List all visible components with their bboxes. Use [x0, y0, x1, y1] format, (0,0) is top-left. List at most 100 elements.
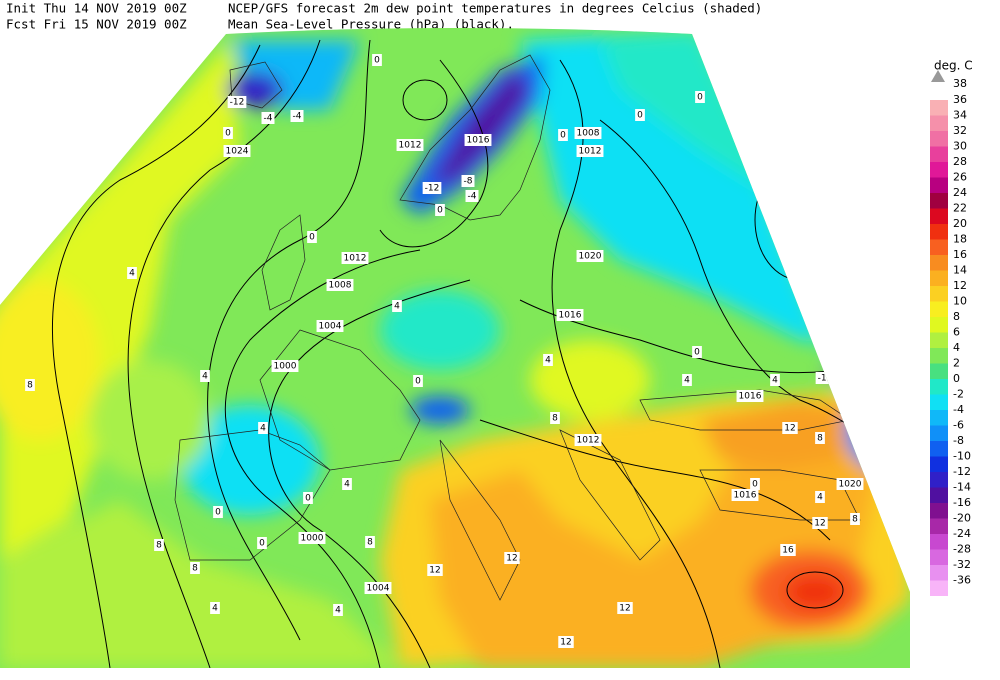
- legend-swatch: [930, 208, 948, 224]
- dewpoint-label-box: [200, 370, 210, 382]
- dewpoint-label: -16: [858, 364, 873, 374]
- isobar-label: 1016: [467, 136, 490, 146]
- legend-label: 14: [953, 264, 967, 277]
- map-field: 1012 1016 1008 1012 1024 1012 1020 1008 1016 1004…: [0, 28, 910, 668]
- dewpoint-label-box: [558, 129, 568, 141]
- isobar-label: 1000: [301, 534, 324, 544]
- dewpoint-label: 4: [335, 606, 341, 616]
- legend-label: 26: [953, 171, 967, 184]
- legend-swatch: [930, 317, 948, 333]
- isobar-label-box: [576, 145, 604, 157]
- dewpoint-label-box: [413, 375, 423, 387]
- dewpoint-label: 4: [772, 376, 778, 386]
- dewpoint-label-box: [154, 539, 164, 551]
- dewpoint-label-box: [868, 468, 882, 480]
- legend-swatch: [930, 441, 948, 457]
- dewpoint-label: 0: [305, 494, 311, 504]
- dewpoint-label: 8: [156, 541, 162, 551]
- legend-swatch: [930, 193, 948, 209]
- dewpoint-label: -4: [871, 470, 880, 480]
- isobar-label-box: [574, 127, 602, 139]
- legend-label: 6: [953, 326, 960, 339]
- legend-label: -10: [953, 450, 971, 463]
- dewpoint-label: 4: [129, 269, 135, 279]
- legend: deg. C 38 363432302826242220181614121086…: [930, 59, 973, 596]
- dewpoint-label-box: [25, 379, 35, 391]
- legend-swatch: [930, 456, 948, 472]
- dewpoint-label: 4: [212, 604, 218, 614]
- legend-label: -28: [953, 543, 971, 556]
- legend-swatch: [930, 487, 948, 503]
- dewpoint-label: 12: [506, 554, 517, 564]
- legend-label: -32: [953, 558, 971, 571]
- legend-swatch: [930, 534, 948, 550]
- isobar-label-box: [271, 360, 299, 372]
- isobar-label-box: [326, 279, 354, 291]
- isobar-label: 1012: [399, 141, 422, 151]
- legend-label: -20: [953, 512, 971, 525]
- dewpoint-label-box: [617, 602, 633, 614]
- isobar-label: 1004: [319, 322, 342, 332]
- dewpoint-label: 0: [437, 206, 443, 216]
- dewpoint-label: 12: [784, 424, 795, 434]
- isobar-label-box: [576, 250, 604, 262]
- legend-swatch: [930, 503, 948, 519]
- dewpoint-label: 0: [560, 131, 566, 141]
- isobar-label: 1008: [577, 129, 600, 139]
- dewpoint-label-box: [695, 91, 705, 103]
- legend-label: 2: [953, 357, 960, 370]
- legend-label: 34: [953, 109, 967, 122]
- dewpoint-label: 0: [752, 480, 758, 490]
- dewpoint-label-box: [290, 110, 304, 122]
- dewpoint-label-box: [770, 374, 780, 386]
- dewpoint-label: 8: [192, 564, 198, 574]
- legend-label: 10: [953, 295, 967, 308]
- dewpoint-label: 16: [782, 546, 794, 556]
- legend-label: 12: [953, 279, 967, 292]
- legend-label: -16: [953, 496, 971, 509]
- dewpoint-label-box: [392, 300, 402, 312]
- dewpoint-label: 8: [552, 414, 558, 424]
- legend-label: 20: [953, 217, 967, 230]
- legend-swatch: [930, 131, 948, 147]
- legend-label: 32: [953, 124, 967, 137]
- isobar-label-box: [574, 434, 602, 446]
- dewpoint-label: 4: [260, 424, 266, 434]
- dewpoint-label-box: [812, 517, 828, 529]
- dewpoint-label: 0: [637, 111, 643, 121]
- dewpoint-label: 0: [259, 539, 265, 549]
- dewpoint-label-box: [210, 602, 220, 614]
- isobar-label: 1004: [367, 584, 390, 594]
- legend-swatch: [930, 565, 948, 581]
- isobar-label: 1008: [329, 281, 352, 291]
- dewpoint-label-box: [465, 190, 479, 202]
- dewpoint-label: -4: [468, 192, 477, 202]
- dewpoint-label-box: [435, 204, 445, 216]
- dewpoint-label-box: [750, 478, 760, 490]
- isobar-label: 1012: [577, 436, 600, 446]
- isobar-label: 1020: [579, 252, 602, 262]
- dewpoint-label: 4: [202, 372, 208, 382]
- isobar-label-box: [341, 252, 369, 264]
- legend-swatch: [930, 363, 948, 379]
- dewpoint-label: 8: [27, 381, 33, 391]
- legend-swatch: [930, 332, 948, 348]
- legend-label: -14: [953, 481, 971, 494]
- dewpoint-label: 4: [394, 302, 400, 312]
- dewpoint-label: 12: [560, 638, 571, 648]
- dewpoint-label: -8: [464, 177, 473, 187]
- dewpoint-label: 8: [852, 515, 858, 525]
- legend-swatch: [930, 472, 948, 488]
- legend-label: -24: [953, 527, 971, 540]
- legend-top-label: 38: [953, 77, 967, 90]
- dewpoint-label: 4: [545, 356, 551, 366]
- dewpoint-label-box: [870, 418, 884, 430]
- legend-swatch: [930, 100, 948, 116]
- isobar-label: 1024: [226, 147, 249, 157]
- dewpoint-label-box: [258, 422, 268, 434]
- dewpoint-label-box: [372, 54, 382, 66]
- dewpoint-label-box: [213, 506, 223, 518]
- isobar-label: 1016: [734, 491, 757, 501]
- legend-swatch: [930, 224, 948, 240]
- isobar-label-box: [556, 309, 584, 321]
